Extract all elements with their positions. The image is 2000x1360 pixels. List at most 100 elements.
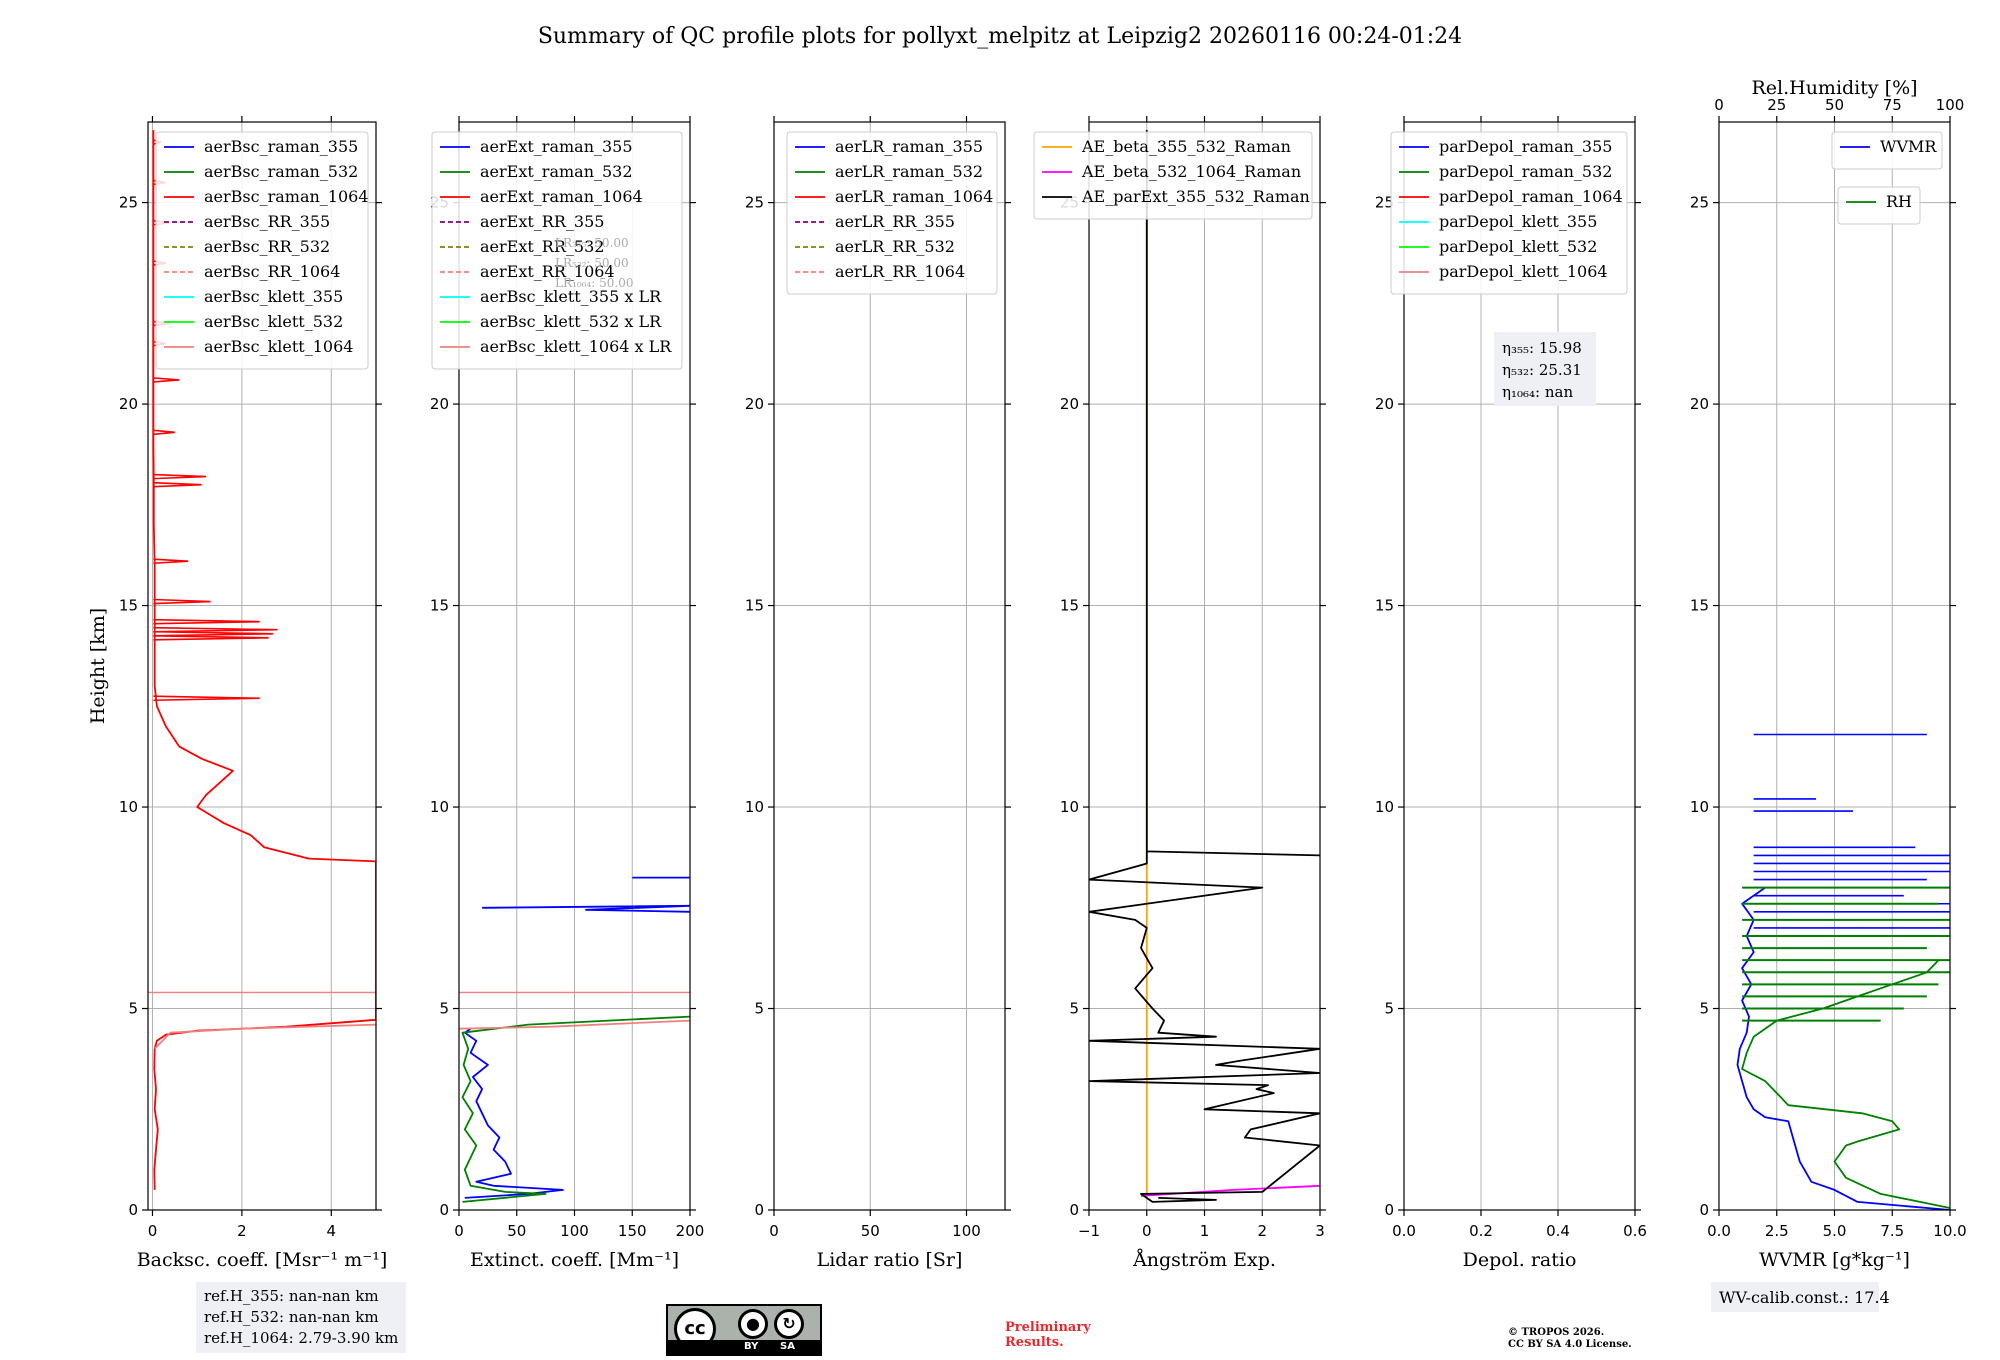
- legend-label-0: aerLR_raman_355: [835, 137, 983, 156]
- ytick-label-1: 5: [1699, 1000, 1709, 1018]
- refh-532: ref.H_532: nan-nan km: [204, 1308, 379, 1326]
- legend-label-2: AE_parExt_355_532_Raman: [1081, 187, 1310, 206]
- ytick-label-5: 25: [1375, 194, 1394, 212]
- ytick-label-2: 10: [1375, 798, 1394, 816]
- xtick-label-3: 7.5: [1880, 1222, 1904, 1240]
- ytick-label-0: 0: [754, 1201, 764, 1219]
- eta-box: η₃₅₅: 15.98 η₅₃₂: 25.31 η₁₀₆₄: nan: [1494, 332, 1596, 406]
- spike-1064-10: [153, 377, 180, 383]
- top-tick-label-3: 75: [1883, 96, 1902, 114]
- legend-label-0: AE_beta_355_532_Raman: [1081, 137, 1291, 156]
- xtick-label-0: 0.0: [1707, 1222, 1731, 1240]
- xtick-label-2: 0.4: [1546, 1222, 1570, 1240]
- series-RH: [1741, 959, 1950, 1209]
- ytick-label-4: 20: [1375, 395, 1394, 413]
- yaxis-label: Height [km]: [87, 608, 109, 724]
- legend-label-4: parDepol_klett_532: [1439, 237, 1597, 256]
- panel-depol: 0.0 0.2 0.4 0.6 0 5 10 15 20 25 Depol. ratio parDep…: [1375, 116, 1647, 1271]
- xtick-label-2: 100: [560, 1222, 589, 1240]
- data-layer: [459, 876, 690, 1203]
- ytick-label-5: 25: [119, 194, 138, 212]
- spike-1064-1: [153, 634, 269, 641]
- legend-label-1: aerExt_raman_532: [480, 162, 633, 181]
- refh-1064: ref.H_1064: 2.79-3.90 km: [204, 1329, 399, 1347]
- panel-extinction: 0501001502000510152025Extinct. coeff. [M…: [430, 116, 704, 1271]
- panel-angstrom: −101230510152025Ångström Exp.AE_beta_355…: [1033, 116, 1326, 1271]
- legend: parDepol_raman_355 parDepol_raman_532 parD…: [1390, 131, 1628, 295]
- xaxis-label: Lidar ratio [Sr]: [817, 1249, 963, 1271]
- ytick-label-1: 5: [754, 1000, 764, 1018]
- legend: aerBsc_raman_355 aerBsc_raman_532 aerBsc_r…: [155, 131, 369, 370]
- axes-frame: [147, 121, 377, 1211]
- spike-1064-0: [153, 695, 260, 702]
- spike-1064-6: [153, 558, 189, 565]
- spike-1064-2: [153, 630, 274, 637]
- xtick-label-4: 200: [676, 1222, 705, 1240]
- xtick-label-1: 2: [237, 1222, 247, 1240]
- legend-label-8: aerBsc_klett_1064 x LR: [480, 337, 672, 356]
- xtick-label-0: 0: [769, 1222, 779, 1240]
- figure-title: Summary of QC profile plots for pollyxt_…: [538, 24, 1462, 49]
- series-AE_beta_532_1064_Raman: [1140, 1184, 1320, 1197]
- legend: aerLR_raman_355 aerLR_raman_532 aerLR_rama…: [786, 131, 998, 295]
- xtick-label-3: 150: [618, 1222, 647, 1240]
- legend-label-5: aerBsc_RR_1064: [204, 262, 340, 281]
- xtick-label-2: 1: [1200, 1222, 1210, 1240]
- lr-note-1: LR₅₃₂: 50.00: [555, 256, 629, 270]
- eta-text-2: η₁₀₆₄: nan: [1502, 383, 1573, 401]
- ytick-label-3: 15: [430, 597, 449, 615]
- ytick-label-2: 10: [119, 798, 138, 816]
- copyright-line-1: © TROPOS 2026.: [1508, 1327, 1605, 1338]
- preliminary-line-2: Results.: [1005, 1335, 1064, 1350]
- ytick-label-4: 20: [1060, 395, 1079, 413]
- legend-label-1: aerLR_raman_532: [835, 162, 983, 181]
- xtick-label-0: 0: [454, 1222, 464, 1240]
- xaxis-label: Depol. ratio: [1463, 1249, 1577, 1271]
- legend-label-2: aerBsc_raman_1064: [204, 187, 369, 206]
- legend-label-4: aerLR_RR_532: [835, 237, 955, 256]
- legend-frame: [155, 131, 369, 370]
- panel-lidar_ratio: 0 50 100 0 5 10 15 20 25 Lidar ratio [Sr] aerLR_ra…: [745, 116, 1011, 1271]
- legend-frame: [431, 131, 683, 370]
- legend-label-2: aerExt_raman_1064: [480, 187, 643, 206]
- ytick-label-0: 0: [1384, 1201, 1394, 1219]
- ytick-label-3: 15: [745, 597, 764, 615]
- series-aerBsc_klett_1064: [154, 1023, 376, 1050]
- spike-1064-4: [153, 618, 260, 625]
- legend-label-6: aerBsc_klett_355 x LR: [480, 287, 662, 306]
- ytick-label-3: 15: [1690, 597, 1709, 615]
- legend-frame: [1033, 131, 1313, 220]
- wv-calib-box: WV-calib.const.: 17.4: [1711, 1282, 1890, 1312]
- refh-355: ref.H_355: nan-nan km: [204, 1287, 379, 1305]
- eta-bg: [1494, 332, 1596, 406]
- xtick-label-1: 0.2: [1469, 1222, 1493, 1240]
- xtick-label-1: 0: [1142, 1222, 1152, 1240]
- legend-label-4: aerBsc_RR_532: [204, 237, 330, 256]
- legend-label-0: aerExt_raman_355: [480, 137, 633, 156]
- xtick-label-4: 3: [1315, 1222, 1325, 1240]
- legend-rh: RH: [1837, 186, 1921, 225]
- cc-license-badge: cc ● ↻ BY SA: [666, 1304, 822, 1356]
- ytick-label-2: 10: [1060, 798, 1079, 816]
- spike-1064-7: [153, 481, 202, 488]
- ytick-label-1: 5: [1384, 1000, 1394, 1018]
- legend-label-1: parDepol_raman_532: [1439, 162, 1612, 181]
- legend-label-7: aerBsc_klett_532 x LR: [480, 312, 662, 331]
- legend-label-7: aerBsc_klett_532: [204, 312, 343, 331]
- xtick-label-3: 2: [1257, 1222, 1267, 1240]
- xtick-label-3: 0.6: [1623, 1222, 1647, 1240]
- xaxis-label: WVMR [g*kg⁻¹]: [1759, 1249, 1910, 1271]
- cc-sa-label: SA: [780, 1341, 795, 1352]
- top-tick-label-4: 100: [1936, 96, 1965, 114]
- wv-calib-text: WV-calib.const.: 17.4: [1719, 1288, 1890, 1307]
- series-WVMR: [1736, 886, 1950, 1210]
- legend-label-3: aerExt_RR_355: [480, 212, 604, 231]
- legend-label-0: parDepol_raman_355: [1439, 137, 1612, 156]
- xtick-label-2: 4: [327, 1222, 337, 1240]
- xtick-label-0: 0: [148, 1222, 158, 1240]
- spike-1064-3: [153, 626, 278, 633]
- xtick-label-1: 50: [861, 1222, 880, 1240]
- ytick-label-3: 15: [1060, 597, 1079, 615]
- panel-backscatter: 0 2 4 0 5 10 15 20 25 Backsc. coeff. [Msr⁻¹ m⁻¹] H…: [87, 116, 387, 1271]
